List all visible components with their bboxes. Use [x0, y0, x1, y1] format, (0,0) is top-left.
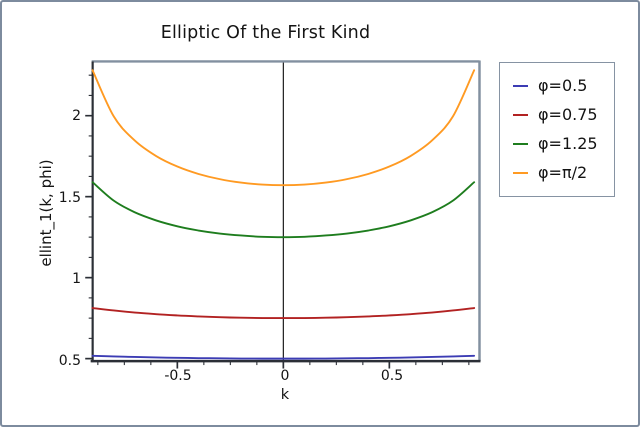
legend-line-swatch: [513, 113, 528, 116]
legend-label: φ=1.25: [538, 134, 598, 154]
legend-item-2: φ=1.25: [513, 136, 610, 152]
chart-title: Elliptic Of the First Kind: [160, 23, 371, 43]
x-tick-label: 0: [280, 368, 290, 384]
x-tick-label: 0.5: [380, 368, 404, 384]
y-axis-label: ellint_1(k, phi): [37, 159, 55, 267]
y-tick-label: 2: [72, 107, 81, 124]
y-tick-label: 1.5: [58, 189, 81, 206]
x-axis-label: k: [280, 387, 290, 403]
curve-series-3: [91, 69, 476, 187]
legend-label: φ=0.5: [538, 75, 588, 95]
legend-label: φ=π/2: [538, 163, 588, 183]
legend-line-swatch: [513, 143, 528, 146]
legend: φ=0.5 φ=0.75 φ=1.25 φ=π/2: [499, 62, 615, 197]
legend-label: φ=0.75: [538, 104, 598, 124]
legend-line-swatch: [513, 172, 528, 175]
y-tick-label: 0.5: [58, 352, 81, 369]
legend-item-3: φ=π/2: [513, 165, 610, 181]
legend-item-0: φ=0.5: [513, 75, 610, 95]
legend-line-swatch: [513, 84, 528, 87]
y-tick-label: 1: [72, 271, 81, 288]
legend-item-1: φ=0.75: [513, 104, 610, 124]
curve-series-2: [91, 181, 476, 239]
curve-series-1: [91, 307, 476, 320]
curve-series-0: [91, 354, 476, 360]
x-tick-label: -0.5: [164, 368, 192, 384]
